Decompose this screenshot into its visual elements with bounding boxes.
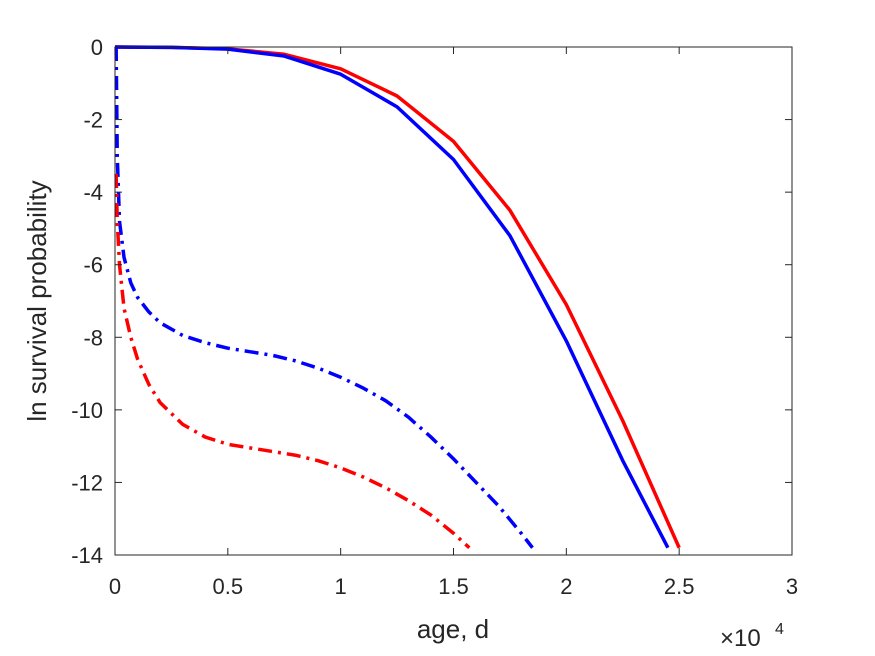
y-tick-label: -8 bbox=[83, 325, 103, 350]
x-exponent-power: 4 bbox=[775, 621, 784, 638]
series-line-3 bbox=[114, 46, 534, 549]
x-tick-label: 0 bbox=[109, 574, 121, 599]
x-tick-label: 2.5 bbox=[664, 574, 695, 599]
y-tick-label: 0 bbox=[91, 35, 103, 60]
y-axis-ticks: 0 -2 -4 -6 -8 -10 -12 -14 bbox=[71, 35, 792, 568]
x-tick-label: 2 bbox=[560, 574, 572, 599]
x-tick-label: 0.5 bbox=[213, 574, 244, 599]
series-layer bbox=[114, 45, 681, 550]
x-tick-label: 1.5 bbox=[438, 574, 469, 599]
series-line-2 bbox=[114, 45, 670, 549]
x-axis-label: age, d bbox=[417, 614, 489, 644]
y-axis-label: ln survival probability bbox=[22, 180, 52, 421]
y-tick-label: -14 bbox=[71, 543, 103, 568]
y-tick-label: -4 bbox=[83, 180, 103, 205]
y-tick-label: -12 bbox=[71, 470, 103, 495]
x-tick-label: 1 bbox=[335, 574, 347, 599]
y-tick-label: -2 bbox=[83, 108, 103, 133]
plot-background bbox=[115, 47, 792, 555]
x-exponent-base: ×10 bbox=[720, 625, 761, 652]
x-tick-label: 3 bbox=[786, 574, 798, 599]
x-axis-exponent: ×10 4 bbox=[720, 621, 784, 652]
y-tick-label: -10 bbox=[71, 398, 103, 423]
x-axis-ticks: 0 0.5 1 1.5 2 2.5 3 bbox=[109, 47, 798, 599]
y-tick-label: -6 bbox=[83, 253, 103, 278]
series-line-4 bbox=[114, 173, 471, 550]
